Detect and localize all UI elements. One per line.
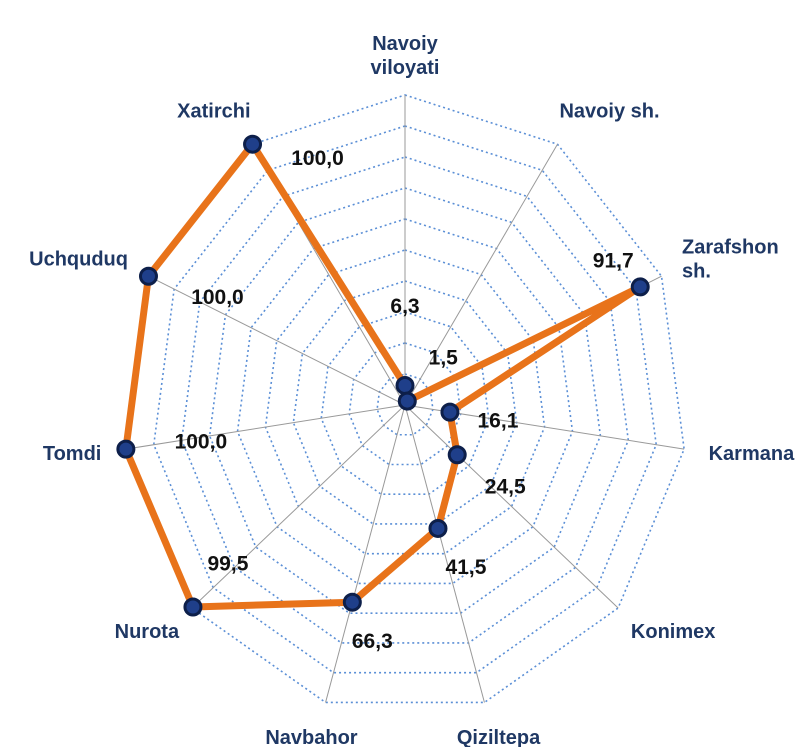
category-label: Navoiy sh. (559, 101, 659, 123)
value-label: 91,7 (593, 249, 634, 272)
spoke (191, 404, 406, 609)
grid-ring (348, 342, 462, 466)
spoke (148, 275, 406, 406)
category-label: Navoiy viloyati (371, 33, 440, 79)
value-label: 100,0 (191, 286, 244, 309)
category-label: Xatirchi (177, 101, 250, 123)
spoke (125, 404, 406, 450)
category-label: Qiziltepa (457, 727, 541, 747)
value-label: 16,1 (478, 410, 519, 433)
category-label: Nurota (115, 621, 180, 643)
series-line (122, 140, 644, 611)
spoke (404, 404, 485, 703)
grid-ring (236, 218, 574, 585)
point (116, 439, 136, 459)
point (243, 134, 263, 154)
value-label: 99,5 (208, 553, 249, 576)
point (428, 518, 448, 538)
grid-ring (152, 125, 658, 674)
point (440, 402, 460, 422)
category-label: Karmana (709, 443, 795, 465)
point (397, 391, 417, 411)
value-label: 100,0 (291, 147, 344, 170)
spoke (404, 143, 558, 406)
point (138, 266, 158, 286)
category-label: Zarafshon sh. (682, 237, 779, 283)
category-label: Tomdi (43, 443, 102, 465)
value-label: 100,0 (175, 431, 228, 454)
grid-ring (180, 156, 630, 644)
point (395, 375, 415, 395)
point (630, 277, 650, 297)
spoke (325, 404, 406, 703)
grid-ring (264, 249, 546, 555)
grid-ring (320, 311, 490, 496)
grid-ring (292, 280, 518, 525)
value-label: 1,5 (429, 347, 459, 370)
value-label: 24,5 (485, 475, 526, 498)
value-label: 41,5 (446, 556, 487, 579)
value-label: 66,3 (352, 630, 393, 653)
spoke (404, 404, 619, 609)
point (447, 445, 467, 465)
value-label: 6,3 (390, 295, 419, 318)
category-label: Konimex (631, 621, 715, 643)
category-label: Uchquduq (29, 249, 128, 271)
point (342, 592, 362, 612)
point (183, 597, 203, 617)
grid-ring (208, 187, 602, 615)
category-label: Navbahor (265, 727, 357, 747)
